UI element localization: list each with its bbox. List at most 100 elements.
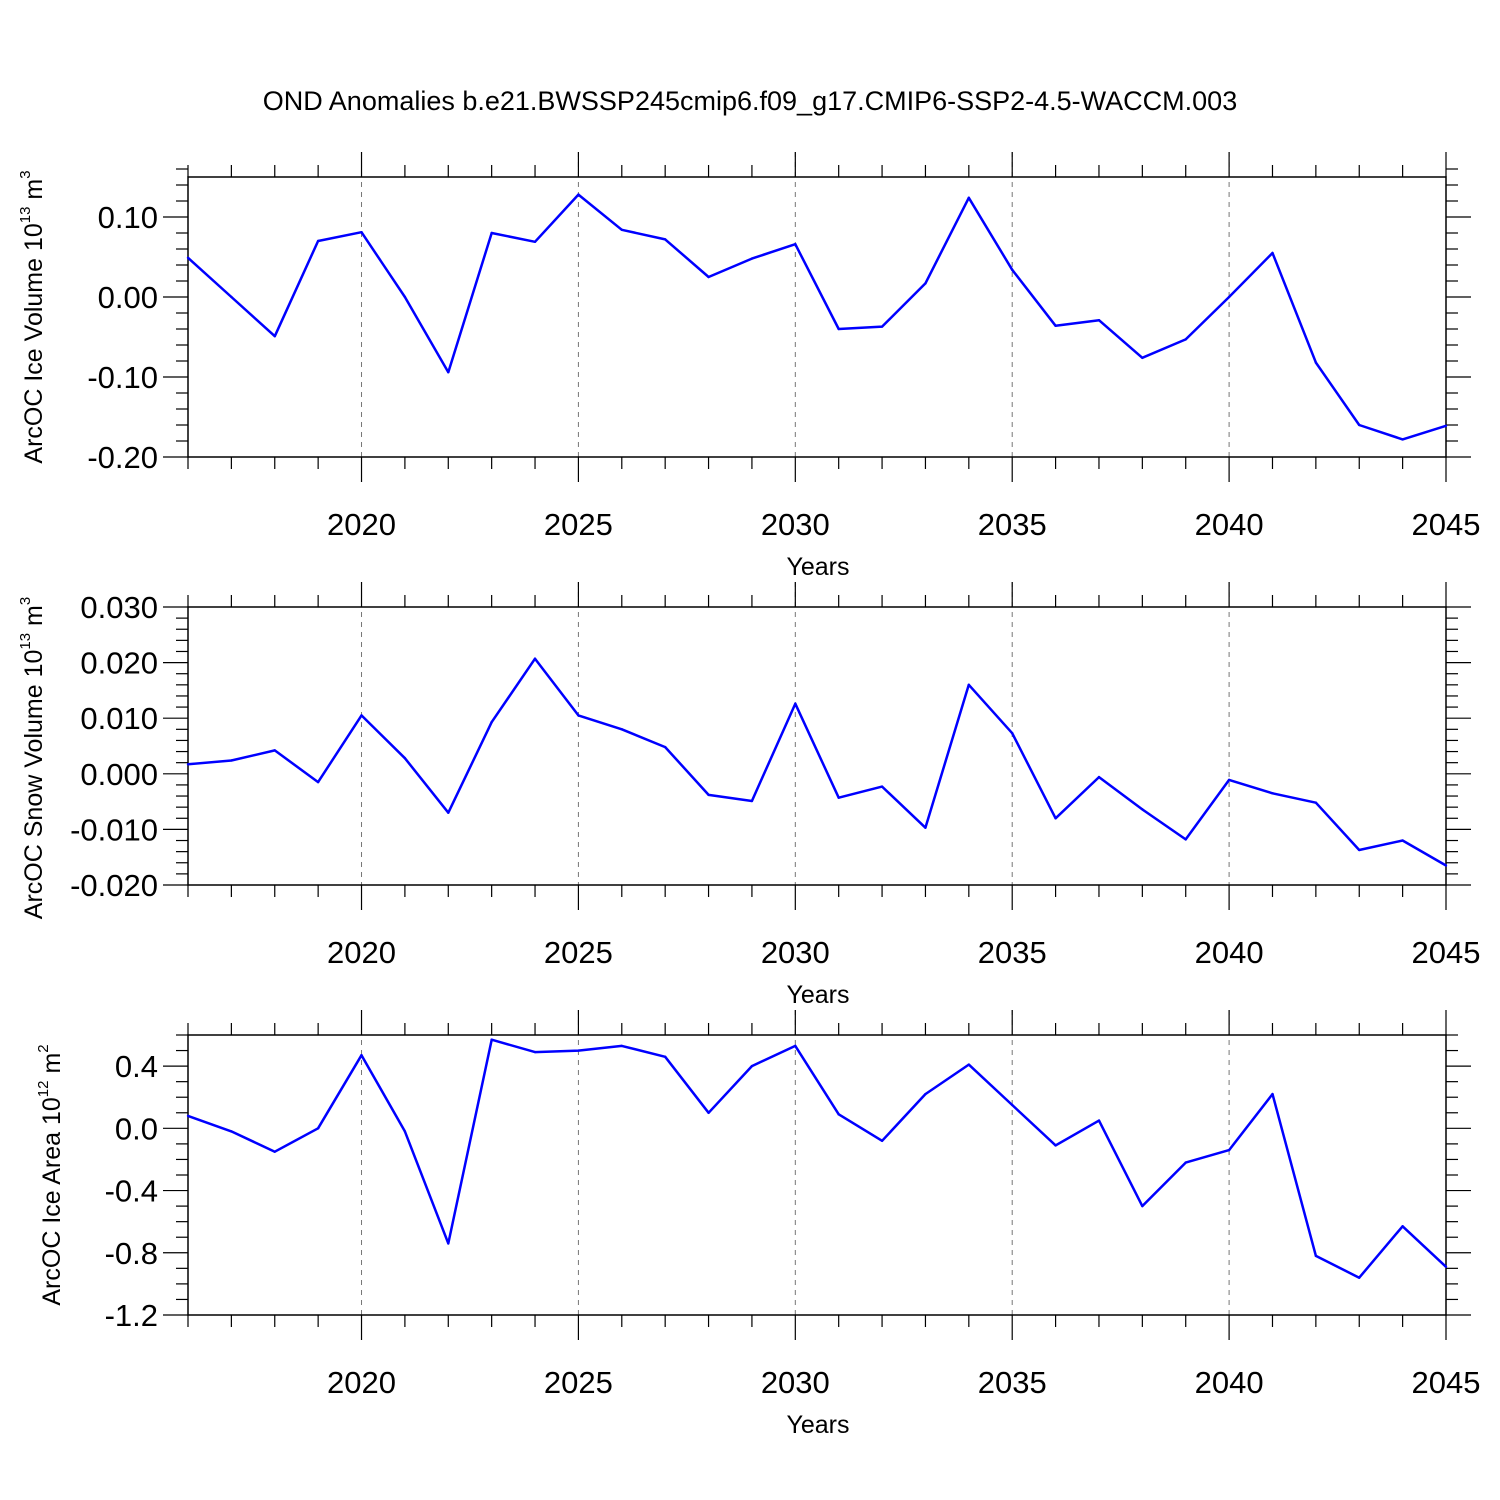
data-point: [230, 295, 233, 299]
x-tick-label: 2025: [544, 1365, 613, 1400]
x-tick-label: 2040: [1195, 1365, 1264, 1400]
data-point: [1444, 1265, 1448, 1268]
data-point: [1184, 838, 1187, 841]
data-point: [794, 702, 797, 705]
data-point: [837, 1113, 840, 1116]
data-point: [1358, 1276, 1361, 1279]
panel-ice-volume: -0.20 -0.10 0.00 0.10 2020 2025 2030 2035 2040 20…: [17, 152, 1480, 581]
data-point: [880, 785, 884, 788]
x-axis-label: Years: [786, 981, 849, 1009]
x-tick-label: 2045: [1412, 935, 1481, 970]
x-tick-label: 2020: [327, 935, 396, 970]
y-tick-label: -0.010: [70, 812, 158, 847]
data-point: [186, 763, 190, 766]
y-tick-label: 0.010: [80, 701, 158, 736]
data-point: [273, 1150, 276, 1153]
y-tick-label: 0.030: [80, 590, 158, 625]
x-tick-label: 2045: [1412, 507, 1481, 542]
x-tick-label: 2030: [761, 1365, 830, 1400]
x-tick-label: 2025: [544, 935, 613, 970]
data-point: [186, 256, 190, 259]
data-point: [186, 1114, 190, 1118]
x-tick-label: 2020: [327, 1365, 396, 1400]
x-tick-label: 2035: [978, 1365, 1047, 1400]
plot-frame: [187, 176, 1447, 458]
data-point: [230, 1130, 233, 1133]
data-point: [1097, 1119, 1101, 1122]
y-tick-label: -0.8: [105, 1236, 158, 1271]
data-point: [1401, 839, 1404, 842]
y-tick-label: -0.10: [87, 360, 158, 395]
data-point: [1227, 778, 1231, 782]
x-tick-label: 2035: [978, 507, 1047, 542]
data-point: [447, 371, 450, 374]
data-point: [1011, 1103, 1014, 1107]
data-point: [316, 780, 320, 784]
data-point: [1358, 848, 1361, 852]
data-point: [533, 657, 537, 660]
data-point: [403, 757, 407, 760]
y-tick-label: 0.020: [80, 646, 158, 681]
data-point: [360, 1054, 363, 1057]
data-point: [924, 1092, 927, 1096]
data-point: [1227, 295, 1231, 299]
data-point: [707, 275, 710, 279]
y-tick-label: 0.000: [80, 757, 158, 792]
data-point: [620, 728, 623, 731]
data-point: [533, 1050, 537, 1054]
x-tick-label: 2035: [978, 935, 1047, 970]
data-point: [577, 193, 580, 196]
y-tick-label: 0.0: [115, 1111, 158, 1146]
data-point: [1271, 792, 1274, 795]
data-point: [750, 799, 754, 803]
data-point: [1271, 251, 1274, 255]
data-point: [273, 749, 276, 752]
data-point: [1314, 361, 1318, 364]
data-point: [490, 1038, 493, 1041]
y-tick-label: -0.4: [105, 1174, 158, 1209]
data-point: [837, 796, 840, 799]
data-point: [1184, 338, 1187, 341]
data-point: [1358, 423, 1361, 427]
y-tick-label: -0.20: [87, 440, 158, 475]
data-point: [533, 240, 537, 243]
data-point: [1141, 808, 1144, 811]
data-point: [1097, 775, 1101, 779]
data-point: [447, 1242, 450, 1245]
panel-ice-area: -1.2 -0.8 -0.4 0.0 0.4 2020 2025 2030 2035 2040 20…: [35, 1010, 1480, 1439]
x-tick-label: 2045: [1412, 1365, 1481, 1400]
y-axis-label: ArcOC Ice Area 1012 m2: [35, 1044, 66, 1305]
figure-title: OND Anomalies b.e21.BWSSP245cmip6.f09_g1…: [263, 86, 1237, 116]
series-line-ice-volume: [187, 193, 1447, 441]
data-point: [663, 745, 667, 749]
data-point: [967, 683, 971, 687]
x-tick-label: 2030: [761, 507, 830, 542]
data-point: [750, 257, 754, 260]
data-point: [1271, 1092, 1274, 1096]
data-point: [1314, 801, 1318, 804]
plot-frame: [187, 606, 1447, 886]
data-point: [794, 243, 797, 246]
y-axis-label: ArcOC Ice Volume 1013 m3: [17, 170, 48, 463]
panels: -0.20 -0.10 0.00 0.10 2020 2025 2030 2035 2040 20…: [17, 152, 1480, 1439]
panel-snow-volume: -0.020 -0.010 0.000 0.010 0.020 0.030 2020 2025…: [17, 582, 1480, 1009]
data-point: [230, 759, 233, 762]
data-point: [1227, 1148, 1231, 1152]
data-point: [750, 1064, 754, 1068]
data-point: [577, 714, 580, 717]
data-point: [1444, 424, 1448, 427]
data-point: [403, 295, 407, 299]
data-point: [620, 228, 623, 231]
data-point: [316, 1127, 320, 1130]
data-point: [880, 1139, 884, 1142]
data-point: [924, 826, 927, 829]
data-point: [663, 1055, 667, 1058]
data-point: [490, 231, 493, 235]
data-point: [1141, 356, 1144, 359]
data-point: [447, 811, 450, 814]
x-tick-label: 2040: [1195, 507, 1264, 542]
data-point: [1401, 438, 1404, 441]
x-axis-label: Years: [786, 1411, 849, 1439]
data-point: [1011, 732, 1014, 735]
series-line-snow-volume: [187, 657, 1447, 867]
